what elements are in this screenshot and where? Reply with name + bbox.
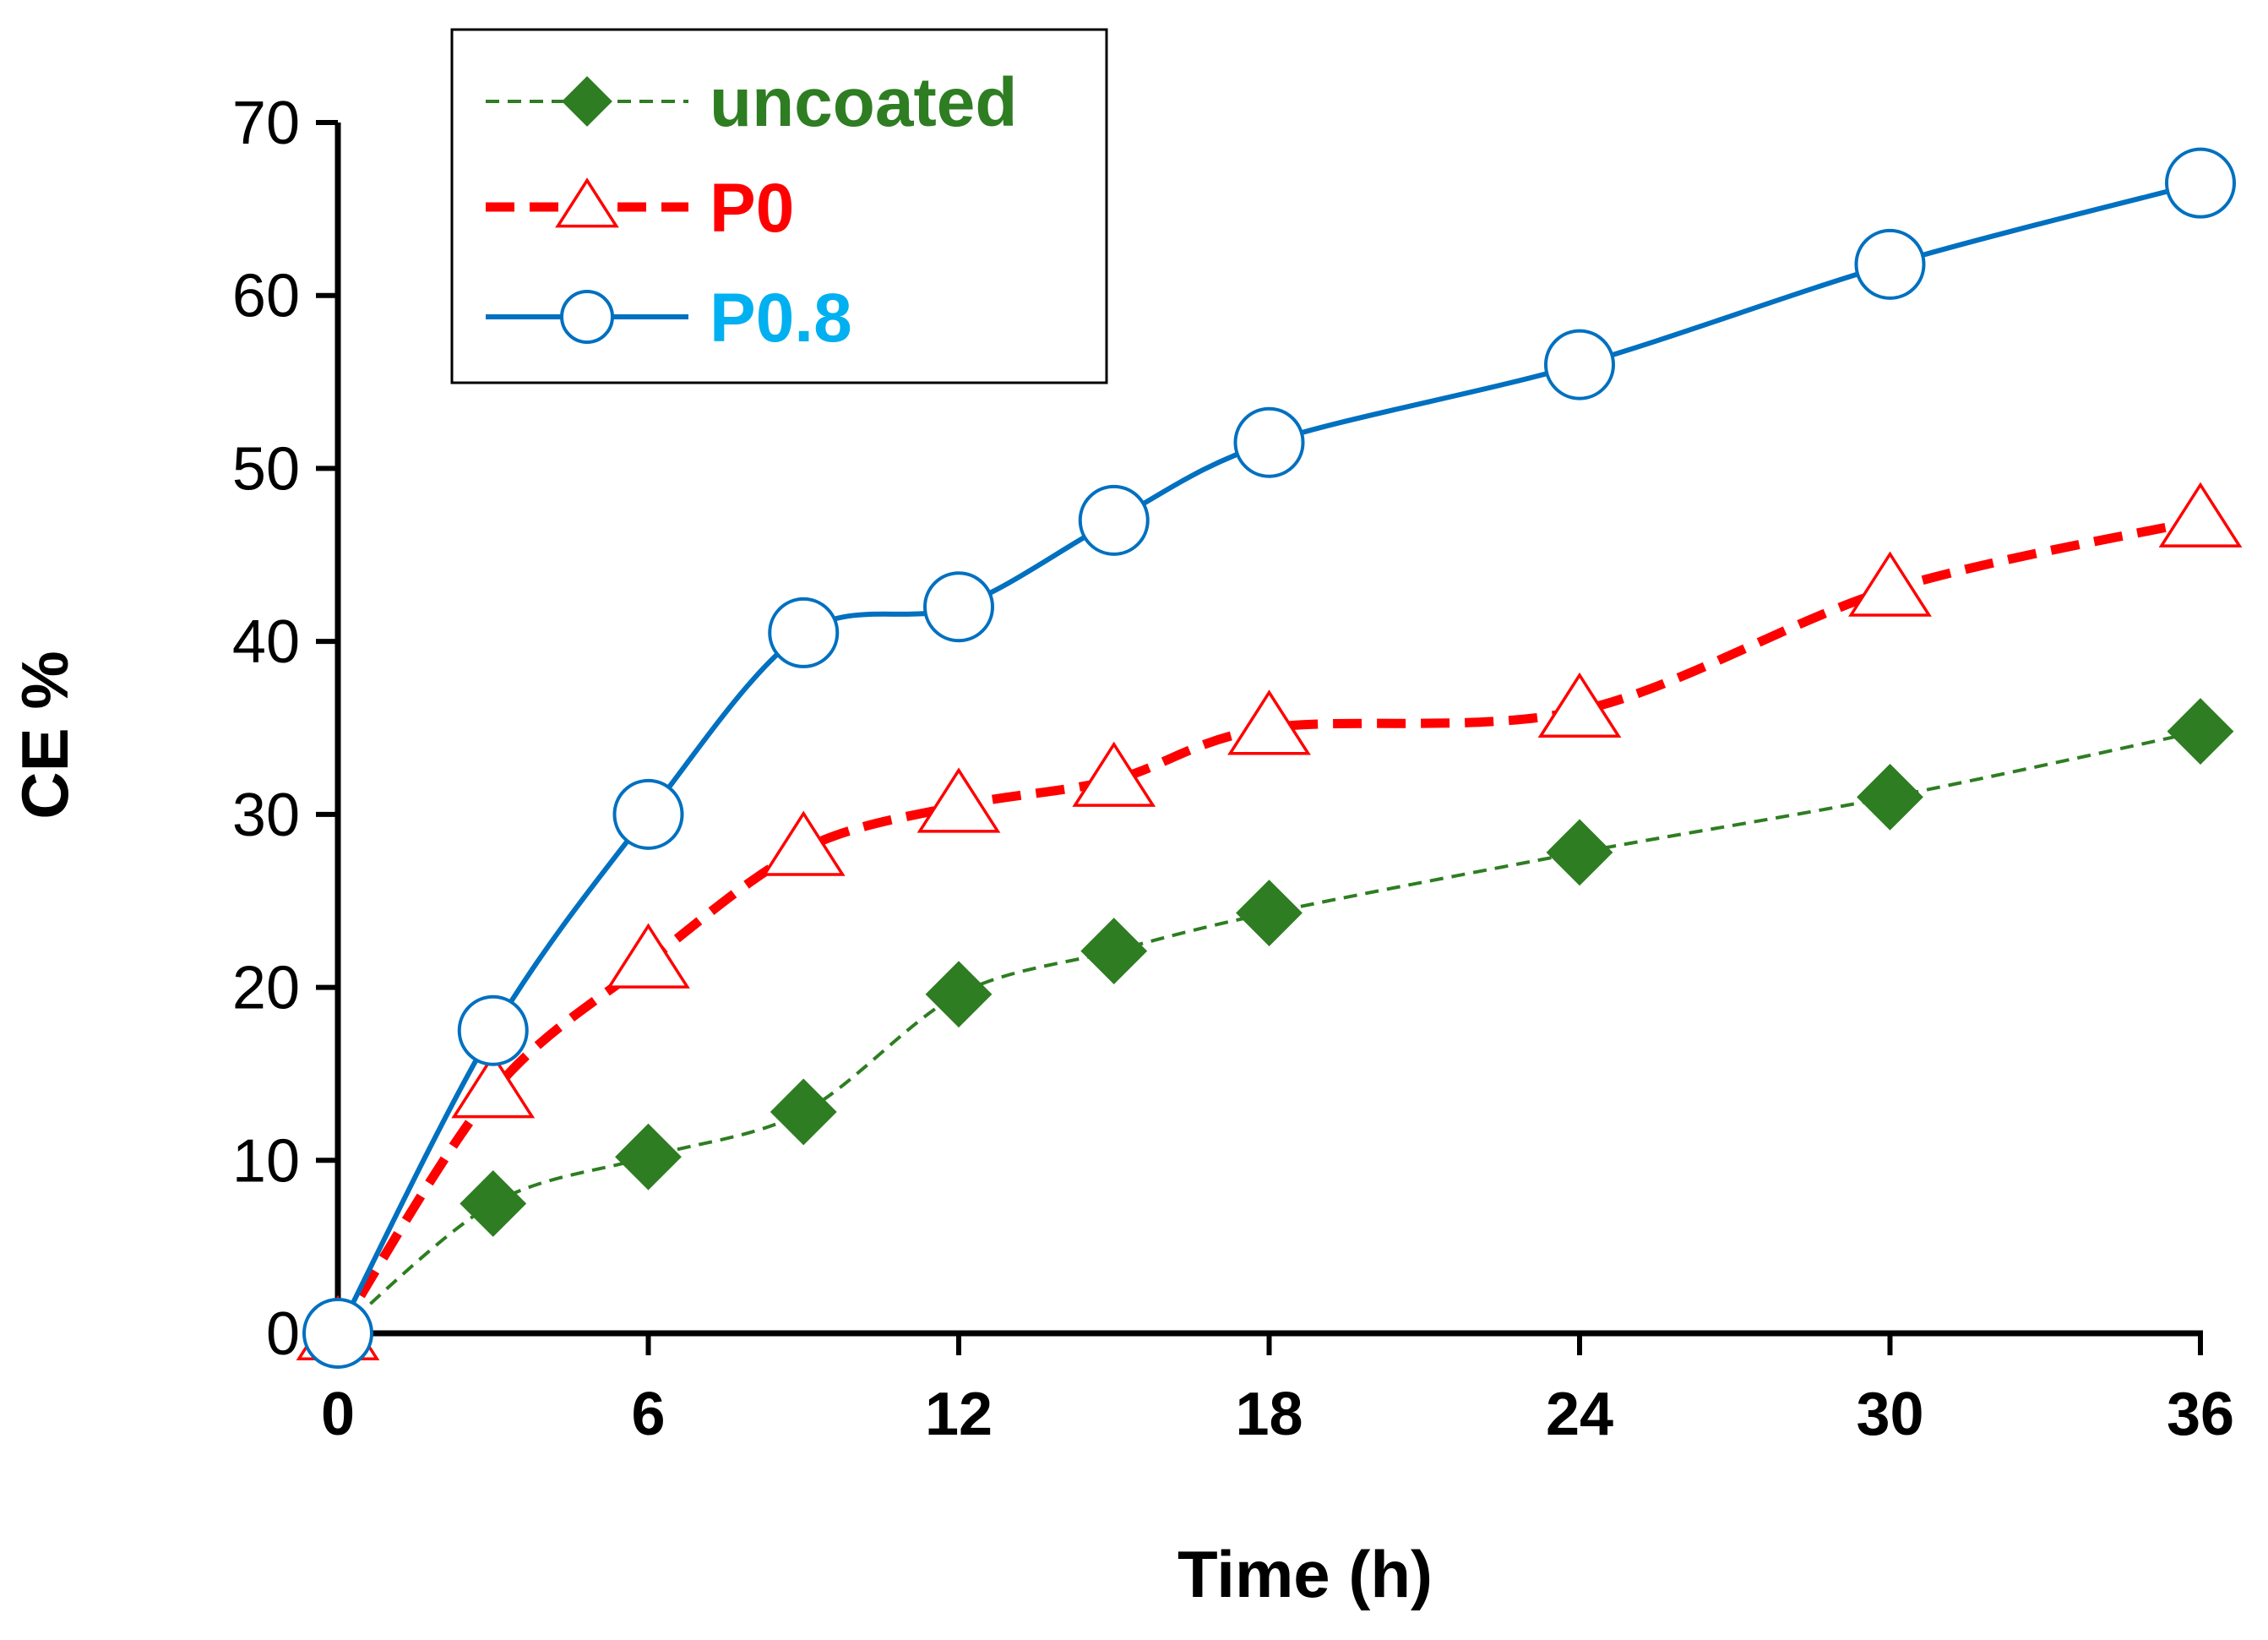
y-tick-label: 30 xyxy=(232,782,300,849)
data-point xyxy=(925,961,993,1028)
data-point xyxy=(1227,689,1311,755)
data-point xyxy=(302,1298,373,1369)
data-point xyxy=(1854,228,1926,300)
series-line-P0.8 xyxy=(335,180,2201,1335)
data-point xyxy=(606,923,690,989)
data-point xyxy=(460,1170,527,1237)
x-tick-label: 24 xyxy=(1546,1381,1613,1448)
data-point xyxy=(2158,482,2243,548)
data-point xyxy=(768,597,840,668)
y-tick-label: 20 xyxy=(232,955,300,1022)
legend-marker-uncoated xyxy=(562,76,612,127)
x-tick-label: 30 xyxy=(1856,1381,1923,1448)
data-point xyxy=(1080,918,1148,984)
x-tick-label: 6 xyxy=(631,1381,665,1448)
x-tick-label: 18 xyxy=(1235,1381,1303,1448)
series-layer xyxy=(296,147,2243,1369)
x-axis-title: Time (h) xyxy=(1178,1537,1433,1611)
data-point xyxy=(1233,406,1305,478)
data-point xyxy=(612,778,684,850)
axes: 0 10 20 30 40 50 60 70 0 6 12 18 24 30 36 xyxy=(232,90,2234,1448)
y-tick-label: 10 xyxy=(232,1127,300,1195)
data-point xyxy=(761,810,846,876)
legend-marker-P0 xyxy=(555,177,619,228)
data-point xyxy=(1078,484,1150,556)
legend-label-P0: P0 xyxy=(710,170,794,247)
legend: uncoated P0 P0.8 xyxy=(450,28,1108,384)
legend-label-P0.8: P0.8 xyxy=(710,280,852,357)
data-point xyxy=(1537,672,1622,738)
data-point xyxy=(923,571,994,643)
y-tick-label: 40 xyxy=(232,608,300,676)
data-point xyxy=(2167,698,2234,766)
x-tick-label: 0 xyxy=(321,1381,355,1448)
y-tick-label: 70 xyxy=(232,90,300,157)
data-point xyxy=(1848,551,1932,617)
data-point xyxy=(1546,819,1613,886)
data-point xyxy=(1857,763,1923,831)
data-point xyxy=(1072,741,1156,807)
data-point xyxy=(451,1053,536,1119)
x-tick-label: 36 xyxy=(2167,1381,2234,1448)
legend-marker-P0.8 xyxy=(560,290,614,344)
legend-label-uncoated: uncoated xyxy=(710,64,1017,141)
data-point xyxy=(916,767,1001,833)
y-tick-label: 0 xyxy=(266,1300,300,1368)
data-point xyxy=(1236,880,1303,946)
data-point xyxy=(1544,329,1615,400)
y-tick-label: 60 xyxy=(232,263,300,330)
y-tick-label: 50 xyxy=(232,435,300,503)
series-markers-uncoated xyxy=(304,698,2234,1367)
y-axis-title: CE % xyxy=(8,651,82,819)
data-point xyxy=(770,1078,837,1146)
x-tick-label: 12 xyxy=(925,1381,993,1448)
data-point xyxy=(457,994,529,1066)
series-markers-P0.8 xyxy=(302,147,2236,1369)
data-point xyxy=(2165,147,2236,219)
data-point xyxy=(615,1123,682,1190)
